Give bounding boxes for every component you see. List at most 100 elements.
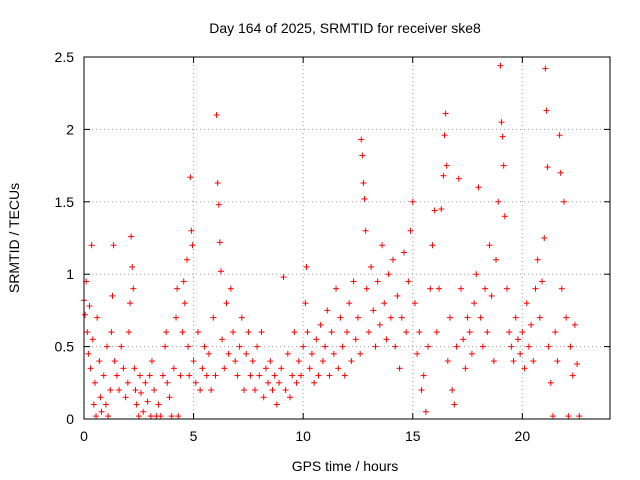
data-point bbox=[269, 387, 276, 394]
data-point bbox=[276, 379, 283, 386]
data-point bbox=[131, 365, 138, 372]
data-point bbox=[361, 195, 368, 202]
data-point bbox=[488, 292, 495, 299]
data-point bbox=[297, 372, 304, 379]
data-point bbox=[147, 413, 154, 420]
data-point bbox=[173, 314, 180, 321]
data-point bbox=[436, 285, 443, 292]
data-point bbox=[265, 379, 272, 386]
data-point bbox=[306, 365, 313, 372]
y-axis-label: SRMTID / TECUs bbox=[6, 183, 22, 293]
data-point bbox=[471, 300, 478, 307]
data-point bbox=[544, 164, 551, 171]
data-point bbox=[530, 358, 537, 365]
data-point bbox=[291, 329, 298, 336]
data-point bbox=[414, 350, 421, 357]
x-tick-label: 10 bbox=[295, 428, 311, 444]
data-point bbox=[517, 350, 524, 357]
data-point bbox=[163, 329, 170, 336]
data-point bbox=[85, 350, 92, 357]
data-point bbox=[381, 300, 388, 307]
data-point bbox=[411, 300, 418, 307]
data-point bbox=[370, 307, 377, 314]
data-point bbox=[532, 285, 539, 292]
data-point bbox=[84, 329, 91, 336]
data-point bbox=[205, 350, 212, 357]
data-point bbox=[168, 413, 175, 420]
data-point bbox=[374, 278, 381, 285]
data-point bbox=[219, 336, 226, 343]
data-point bbox=[542, 65, 549, 72]
data-point bbox=[93, 413, 100, 420]
data-point bbox=[383, 336, 390, 343]
data-point bbox=[379, 242, 386, 249]
data-point bbox=[236, 343, 243, 350]
data-point bbox=[140, 408, 147, 415]
data-point bbox=[162, 343, 169, 350]
data-point bbox=[215, 201, 222, 208]
data-point bbox=[146, 372, 153, 379]
data-point bbox=[96, 358, 103, 365]
data-point bbox=[148, 358, 155, 365]
data-point bbox=[317, 321, 324, 328]
data-point bbox=[234, 372, 241, 379]
data-point bbox=[188, 227, 195, 234]
data-point bbox=[313, 336, 320, 343]
data-point bbox=[174, 285, 181, 292]
data-point bbox=[547, 379, 554, 386]
data-point bbox=[225, 350, 232, 357]
data-point bbox=[90, 401, 97, 408]
data-point bbox=[372, 343, 379, 350]
data-point bbox=[360, 179, 367, 186]
data-point bbox=[333, 285, 340, 292]
data-point bbox=[88, 242, 95, 249]
data-point bbox=[556, 132, 563, 139]
data-point bbox=[278, 365, 285, 372]
data-point bbox=[135, 413, 142, 420]
data-point bbox=[136, 372, 143, 379]
data-point bbox=[464, 314, 471, 321]
data-point bbox=[405, 278, 412, 285]
data-point bbox=[503, 285, 510, 292]
data-point bbox=[232, 358, 239, 365]
data-point bbox=[256, 372, 263, 379]
data-point bbox=[365, 329, 372, 336]
data-point bbox=[539, 278, 546, 285]
data-point bbox=[385, 271, 392, 278]
data-point bbox=[324, 307, 331, 314]
data-point bbox=[86, 303, 93, 310]
data-point bbox=[545, 343, 552, 350]
data-point bbox=[132, 387, 139, 394]
data-point bbox=[441, 132, 448, 139]
data-point bbox=[227, 285, 234, 292]
data-point bbox=[514, 336, 521, 343]
y-tick-labels: 0 0.5 1 1.5 2 2.5 bbox=[55, 49, 75, 427]
data-point bbox=[512, 314, 519, 321]
data-point bbox=[185, 343, 192, 350]
data-point bbox=[189, 242, 196, 249]
data-point bbox=[164, 379, 171, 386]
data-point bbox=[254, 343, 261, 350]
data-point bbox=[506, 329, 513, 336]
data-point bbox=[574, 360, 581, 367]
data-point bbox=[181, 300, 188, 307]
data-point bbox=[442, 110, 449, 117]
data-point bbox=[557, 169, 564, 176]
data-point bbox=[444, 358, 451, 365]
data-point bbox=[273, 401, 280, 408]
data-point bbox=[133, 401, 140, 408]
data-point bbox=[221, 365, 228, 372]
data-point bbox=[497, 62, 504, 69]
data-point bbox=[475, 184, 482, 191]
data-point bbox=[363, 285, 370, 292]
data-point bbox=[303, 263, 310, 270]
data-point bbox=[473, 271, 480, 278]
data-point bbox=[495, 198, 502, 205]
data-point bbox=[240, 387, 247, 394]
y-tick-label: 2 bbox=[66, 121, 74, 137]
data-point bbox=[344, 329, 350, 336]
data-point bbox=[170, 365, 177, 372]
data-point bbox=[308, 350, 315, 357]
data-point bbox=[443, 162, 450, 169]
data-point bbox=[300, 343, 307, 350]
